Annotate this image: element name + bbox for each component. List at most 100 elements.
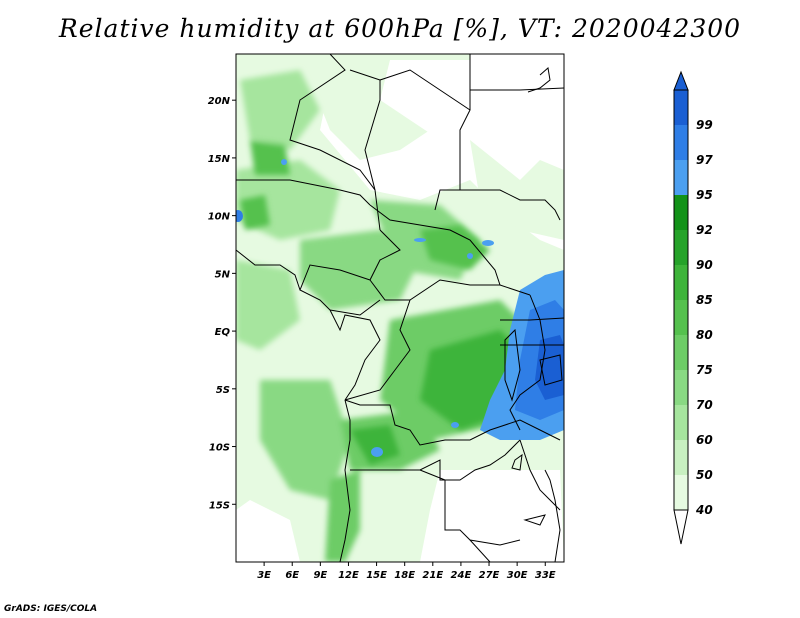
border-line	[344, 299, 411, 401]
colorbar-level-label: 75	[696, 363, 713, 377]
border-line	[350, 439, 521, 481]
humidity-area-mid-5	[236, 260, 300, 350]
lat-tick-label: 20N	[208, 96, 231, 107]
lon-tick-label: 18E	[394, 570, 415, 581]
humidity-area-blue-blob-7	[451, 422, 459, 428]
humidity-area-mid-1	[240, 70, 320, 150]
lon-tick-label: 12E	[338, 570, 359, 581]
border-line	[419, 469, 521, 546]
lon-tick-label: 27E	[479, 570, 500, 581]
colorbar-level-label: 99	[696, 118, 713, 132]
country-borders	[236, 54, 564, 562]
humidity-area-blue-east-inner	[535, 335, 564, 400]
humidity-area-dark-2	[420, 225, 490, 270]
border-line	[236, 249, 301, 291]
border-line	[349, 69, 381, 191]
humidity-area-blue-blob-1	[371, 447, 383, 457]
border-line	[369, 229, 531, 301]
border-line	[339, 399, 351, 562]
colorbar-level-label: 85	[696, 293, 713, 307]
colorbar-min-arrow	[673, 509, 689, 545]
lake-outline	[523, 514, 546, 526]
dry-area-north	[380, 60, 470, 140]
lake-outline	[511, 453, 523, 471]
humidity-area-mid-9	[325, 470, 360, 562]
lat-tick-label: 10S	[209, 443, 230, 454]
lon-tick-label: 15E	[366, 570, 387, 581]
lon-tick-label: 21E	[422, 570, 443, 581]
colorbar-swatch	[674, 405, 688, 440]
lon-tick-label: 24E	[451, 570, 472, 581]
lat-tick-label: 5S	[216, 385, 230, 396]
colorbar-swatch	[674, 335, 688, 370]
border-line	[469, 539, 491, 562]
colorbar-level-label: 90	[696, 258, 713, 272]
humidity-area-blue-blob-6	[467, 253, 473, 259]
dry-area-south	[420, 470, 564, 562]
colorbar-level-label: 40	[695, 503, 713, 517]
colorbar-swatch	[674, 440, 688, 475]
coastline	[527, 67, 551, 93]
border-line	[544, 469, 561, 562]
border-line	[236, 179, 371, 206]
colorbar-swatch	[674, 160, 688, 195]
humidity-area-dark-4	[240, 195, 270, 230]
lat-tick-label: 15N	[208, 154, 231, 165]
colorbar-level-label: 60	[696, 433, 713, 447]
colorbar-level-label: 97	[696, 153, 713, 167]
humidity-field	[236, 54, 564, 562]
colorbar-level-label: 50	[696, 468, 713, 482]
humidity-area-blue-blob-2	[236, 210, 243, 222]
border-line	[344, 399, 561, 446]
humidity-area-blue-blob-4	[414, 238, 426, 242]
border-line	[289, 54, 381, 231]
humidity-area-mid-3	[300, 230, 420, 310]
colorbar-outline	[673, 89, 689, 511]
colorbar-swatch	[674, 475, 688, 510]
colorbar-swatch	[674, 300, 688, 335]
colorbar-max-arrow	[673, 70, 689, 91]
lon-tick-label: 30E	[507, 570, 528, 581]
border-line	[460, 189, 561, 221]
map-title: Relative humidity at 600hPa [%], VT: 202…	[58, 14, 742, 43]
map-frame	[235, 53, 565, 563]
border-line	[470, 87, 564, 91]
humidity-area-light-ne	[470, 140, 564, 240]
colorbar-swatch	[674, 230, 688, 265]
lon-tick-label: 33E	[535, 570, 556, 581]
colorbar-level-label: 92	[696, 223, 713, 237]
latitude-axis: 20N 15N 10N 5N EQ 5S 10S 15S	[208, 96, 236, 511]
border-line	[519, 439, 561, 511]
colorbar-level-label: 70	[696, 398, 713, 412]
dry-area-ne	[480, 60, 564, 150]
colorbar-level-label: 95	[696, 188, 713, 202]
colorbar: 40 50 60 70 75 80 85 90 92 95 97 99	[673, 70, 713, 545]
border-line	[500, 317, 564, 321]
lon-tick-label: 6E	[285, 570, 299, 581]
humidity-area-dark-3	[350, 425, 400, 465]
humidity-area-blue-blob-5	[482, 240, 494, 246]
border-line	[369, 204, 501, 286]
colorbar-swatch	[674, 195, 688, 230]
lat-tick-label: 5N	[215, 269, 231, 280]
border-line	[379, 69, 471, 211]
colorbar-swatch	[674, 265, 688, 300]
lake-outline	[504, 328, 521, 402]
humidity-area-mid-7	[260, 380, 350, 500]
dry-area-sw	[236, 500, 300, 562]
humidity-area-dark-5	[250, 140, 290, 175]
border-line	[329, 309, 381, 401]
colorbar-swatch	[674, 370, 688, 405]
lat-tick-label: EQ	[215, 327, 231, 338]
grads-credit: GrADS: IGES/COLA	[4, 604, 98, 614]
lake-outline	[539, 354, 563, 386]
border-line	[329, 299, 381, 316]
colorbar-swatch	[674, 125, 688, 160]
colorbar-swatch	[674, 90, 688, 125]
border-line	[299, 264, 371, 311]
lat-tick-label: 10N	[208, 212, 231, 223]
longitude-axis: 3E 6E 9E 12E 15E 18E 21E 24E 27E 30E 33E	[257, 562, 556, 581]
lon-tick-label: 9E	[313, 570, 327, 581]
lon-tick-label: 3E	[257, 570, 271, 581]
